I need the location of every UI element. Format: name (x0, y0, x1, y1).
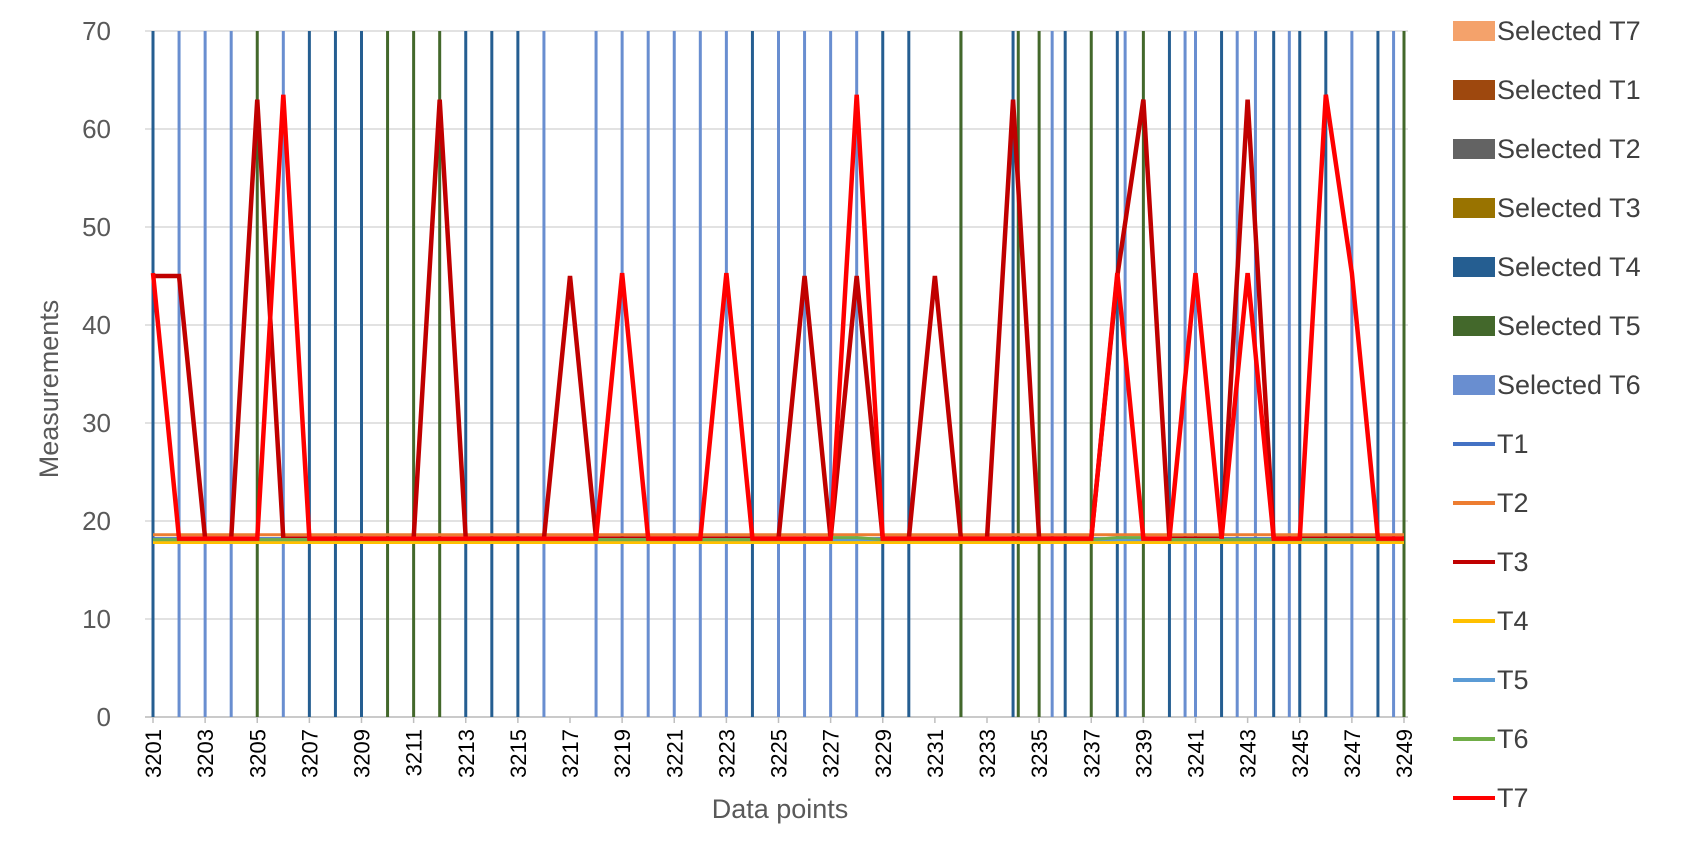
legend-label: T4 (1497, 606, 1529, 636)
legend-label: T1 (1497, 429, 1529, 459)
x-tick-label: 3229 (871, 729, 896, 778)
y-tick-label: 60 (82, 114, 111, 144)
x-tick-label: 3221 (662, 729, 687, 778)
y-tick-label: 50 (82, 212, 111, 242)
x-tick-label: 3233 (975, 729, 1000, 778)
x-axis-title: Data points (712, 794, 849, 824)
legend-item: T5 (1453, 665, 1529, 695)
series-layer (150, 94, 1404, 545)
series-line-t7 (150, 94, 1404, 541)
legend-item: T6 (1453, 724, 1529, 754)
legend-label: T6 (1497, 724, 1529, 754)
x-tick-label: 3243 (1236, 729, 1261, 778)
y-tick-label: 30 (82, 408, 111, 438)
legend-item: Selected T1 (1453, 75, 1641, 105)
y-axis-title: Measurements (34, 300, 64, 479)
legend-label: Selected T3 (1497, 193, 1641, 223)
y-tick-label: 70 (82, 16, 111, 46)
legend-swatch (1453, 316, 1495, 336)
legend-label: T2 (1497, 488, 1529, 518)
x-tick-label: 3209 (350, 729, 375, 778)
legend-item: Selected T6 (1453, 370, 1641, 400)
x-tick-label: 3225 (767, 729, 792, 778)
legend-label: Selected T7 (1497, 16, 1641, 46)
x-tick-label: 3203 (193, 729, 218, 778)
x-tick-label: 3223 (714, 729, 739, 778)
x-tick-label: 3205 (245, 729, 270, 778)
legend-item: Selected T4 (1453, 252, 1641, 282)
legend-swatch (1453, 375, 1495, 395)
legend-item: T7 (1453, 783, 1529, 813)
y-tick-label: 40 (82, 310, 111, 340)
legend-swatch (1453, 80, 1495, 100)
x-tick-label: 3217 (558, 729, 583, 778)
x-tick-label: 3249 (1392, 729, 1417, 778)
legend-swatch (1453, 257, 1495, 277)
x-tick-label: 3213 (454, 729, 479, 778)
legend: Selected T7 Selected T1 Selected T2 Selecte… (1453, 16, 1641, 813)
legend-item: T4 (1453, 606, 1529, 636)
x-tick-label: 3245 (1288, 729, 1313, 778)
x-tick-label: 3239 (1131, 729, 1156, 778)
legend-swatch (1453, 21, 1495, 41)
x-axis-ticks: 3201 3203 3205 3207 3209 3211 3213 3215 3217 3219… (141, 717, 1417, 778)
selected-marker-layer (151, 31, 1406, 717)
x-tick-label: 3235 (1027, 729, 1052, 778)
x-tick-label: 3247 (1340, 729, 1365, 778)
legend-label: Selected T4 (1497, 252, 1641, 282)
x-tick-label: 3207 (297, 729, 322, 778)
x-tick-label: 3211 (402, 729, 427, 776)
legend-label: T5 (1497, 665, 1529, 695)
legend-label: Selected T1 (1497, 75, 1641, 105)
legend-item: Selected T2 (1453, 134, 1641, 164)
legend-label: Selected T6 (1497, 370, 1641, 400)
legend-item: T1 (1453, 429, 1529, 459)
legend-item: Selected T7 (1453, 16, 1641, 46)
legend-label: Selected T2 (1497, 134, 1641, 164)
legend-item: Selected T3 (1453, 193, 1641, 223)
x-tick-label: 3215 (506, 729, 531, 778)
grid-layer (145, 30, 1408, 718)
y-tick-label: 20 (82, 506, 111, 536)
x-tick-label: 3231 (923, 729, 948, 778)
x-tick-label: 3237 (1079, 729, 1104, 778)
legend-swatch (1453, 139, 1495, 159)
y-axis-ticks: 0 10 20 30 40 50 60 70 (82, 16, 111, 732)
legend-swatch (1453, 198, 1495, 218)
legend-label: T3 (1497, 547, 1529, 577)
y-tick-label: 10 (82, 604, 111, 634)
y-tick-label: 0 (97, 702, 111, 732)
legend-label: T7 (1497, 783, 1529, 813)
legend-label: Selected T5 (1497, 311, 1641, 341)
x-tick-label: 3241 (1184, 729, 1209, 778)
x-tick-label: 3227 (819, 729, 844, 778)
x-tick-label: 3219 (610, 729, 635, 778)
x-tick-label: 3201 (141, 729, 166, 778)
legend-item: Selected T5 (1453, 311, 1641, 341)
legend-item: T2 (1453, 488, 1529, 518)
legend-item: T3 (1453, 547, 1529, 577)
